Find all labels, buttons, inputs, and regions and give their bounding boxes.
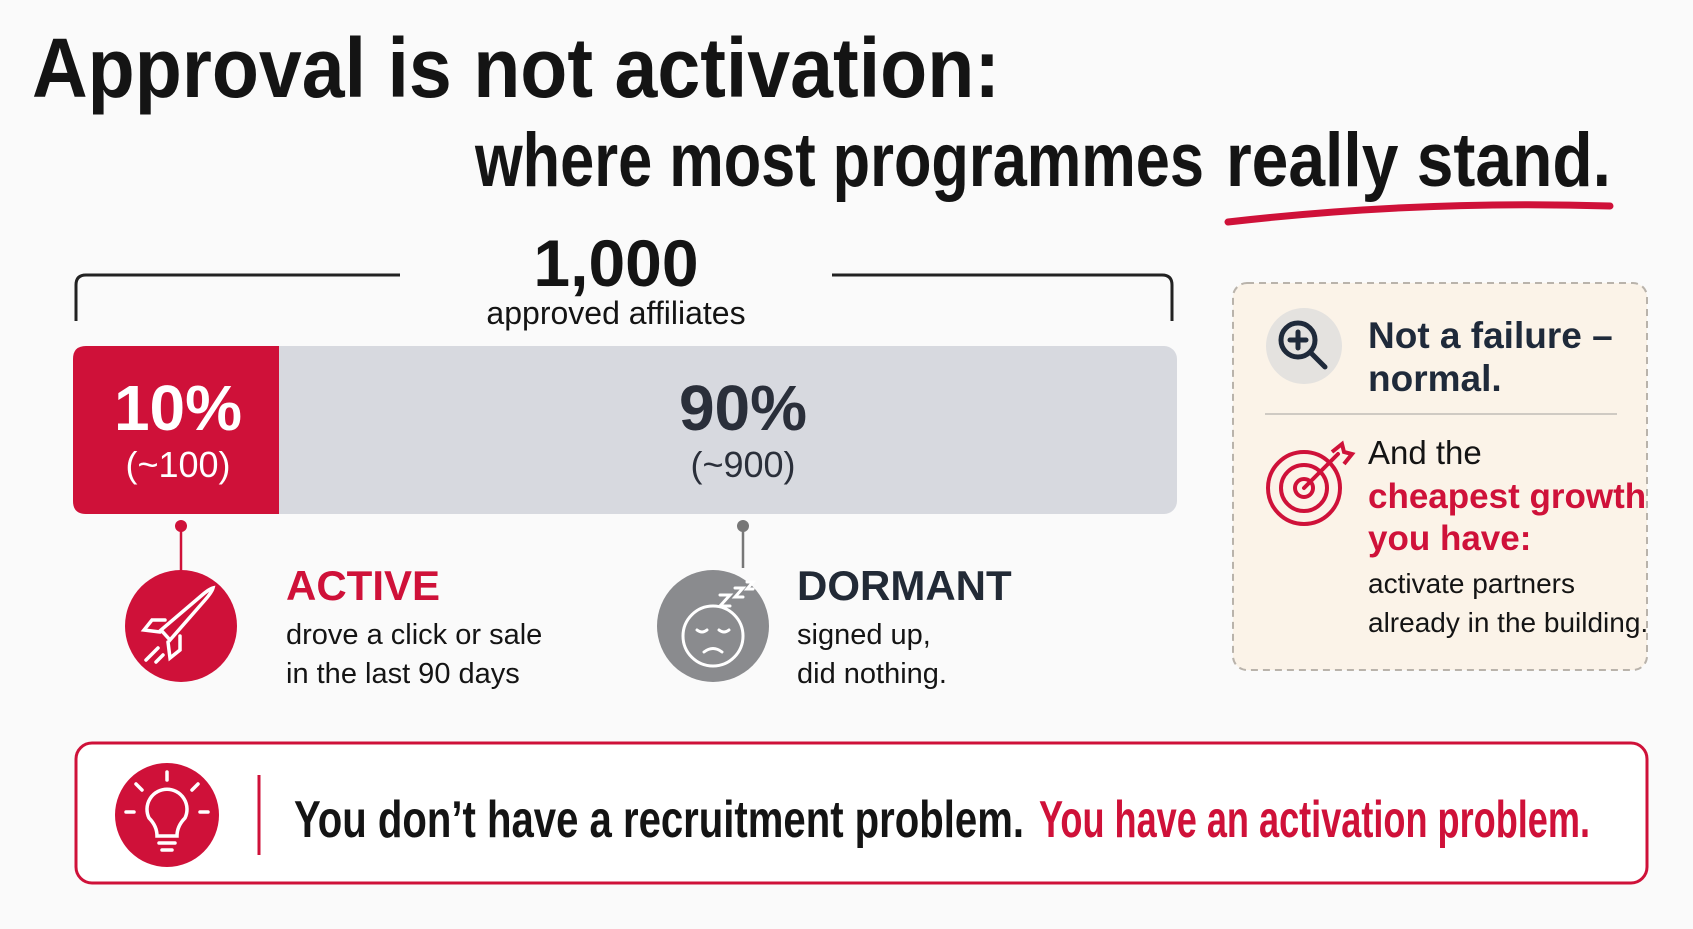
- active-desc: drove a click or sale: [286, 619, 542, 651]
- magnifier-glyph: [1278, 320, 1328, 370]
- banner-box: [74, 741, 1649, 885]
- banner-text: You don’t have a recruitment problem.: [294, 791, 1024, 849]
- magnifier-icon: [1266, 308, 1342, 384]
- sleep-glyph: [681, 580, 757, 668]
- sidebar-box: [1232, 282, 1648, 671]
- active-desc: in the last 90 days: [286, 658, 520, 690]
- connector-dot: [737, 520, 749, 532]
- sidebar-emph: you have:: [1368, 519, 1531, 558]
- active-name: ACTIVE: [286, 562, 440, 609]
- sidebar-note: normal.: [1368, 358, 1502, 399]
- connector-dot: [175, 520, 187, 532]
- active-segment: [73, 346, 279, 514]
- title-line2: where most programmes: [474, 118, 1204, 203]
- dormant-count: (~900): [690, 444, 795, 485]
- title-emph: really stand.: [1226, 118, 1611, 203]
- bracket-right: [832, 273, 1174, 321]
- active-pct: 10%: [114, 372, 242, 444]
- total-value: 1,000: [533, 226, 698, 300]
- bracket-left: [74, 273, 400, 321]
- rocket-glyph: [140, 585, 216, 664]
- banner-emph: You have an activation problem.: [1039, 791, 1590, 849]
- dormant-name: DORMANT: [797, 562, 1012, 609]
- underline: [1224, 201, 1614, 226]
- sidebar-intro: And the: [1368, 434, 1482, 471]
- active-count: (~100): [125, 444, 230, 485]
- dormant-pct: 90%: [679, 372, 807, 444]
- title-line1: Approval is not activation:: [32, 21, 1000, 115]
- dormant-desc: did nothing.: [797, 658, 947, 690]
- dormant-desc: signed up,: [797, 619, 931, 651]
- sidebar-body: activate partners: [1368, 568, 1575, 599]
- bulb-glyph: [124, 770, 210, 852]
- target-icon: [1266, 440, 1356, 526]
- sidebar-note: Not a failure –: [1368, 315, 1613, 356]
- dormant-segment: [73, 346, 1177, 514]
- total-label: approved affiliates: [486, 295, 745, 331]
- sidebar-emph: cheapest growth: [1368, 477, 1646, 516]
- sidebar-body: already in the building.: [1368, 607, 1648, 638]
